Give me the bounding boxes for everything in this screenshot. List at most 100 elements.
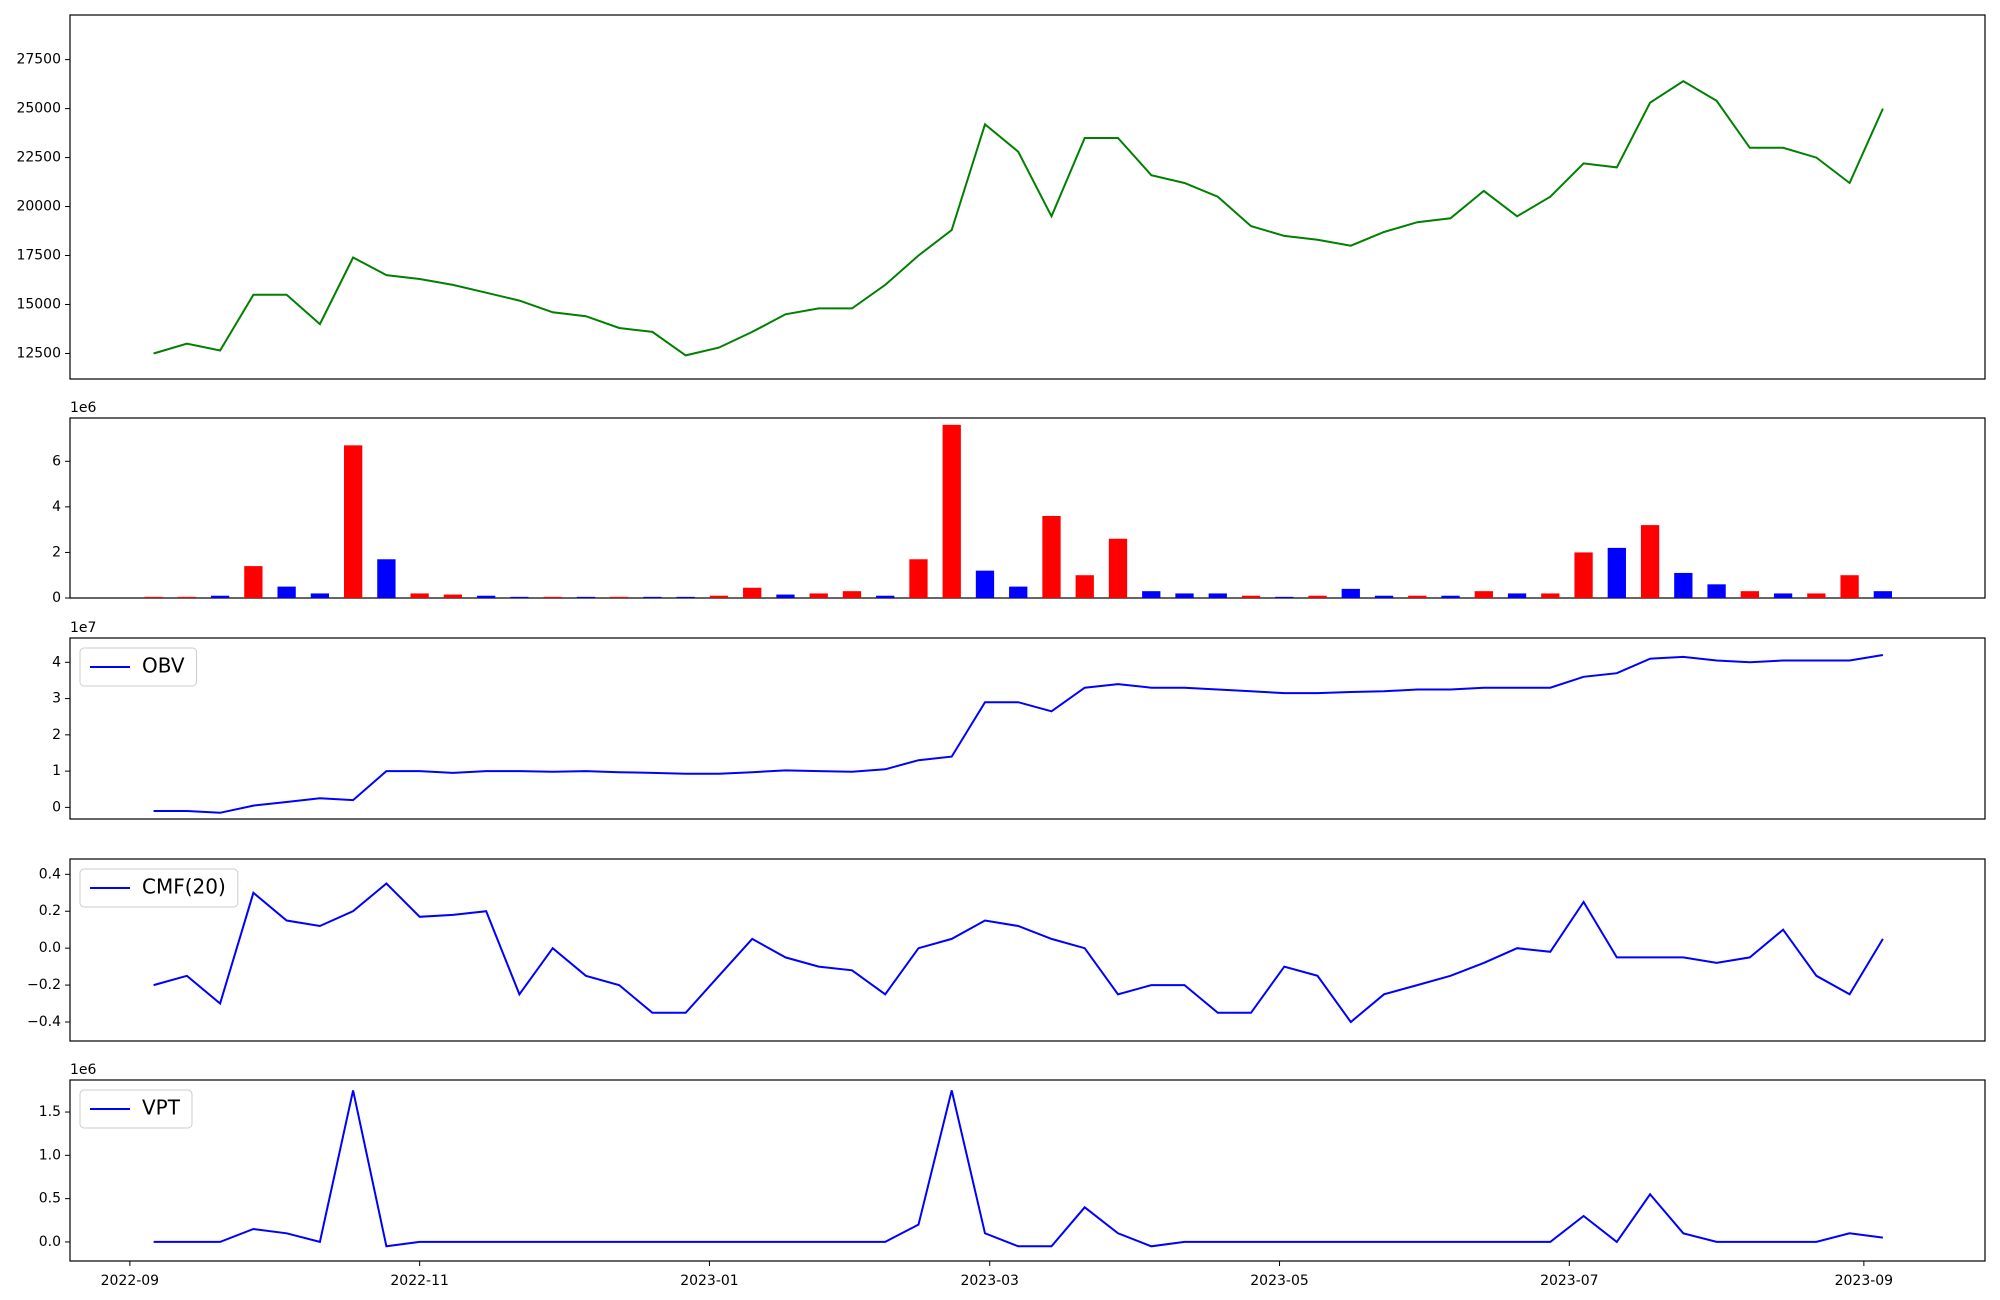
legend-label: VPT (142, 1096, 181, 1120)
plot-frame (69, 1079, 1986, 1262)
y-tick-label: −0.2 (27, 977, 61, 993)
y-tick-label: 25000 (16, 101, 61, 117)
y-tick-label: 4 (52, 654, 61, 670)
bar (942, 424, 961, 598)
legend-box (79, 868, 239, 908)
bar (776, 594, 795, 598)
offset-label: 1e6 (70, 400, 97, 416)
bar (709, 595, 729, 598)
bar (1640, 525, 1660, 598)
plot-frame (69, 637, 1986, 820)
legend-box (79, 647, 198, 687)
bar (1241, 595, 1261, 598)
bar (809, 593, 828, 598)
bar (1541, 593, 1560, 598)
plot-frame (69, 417, 1986, 599)
bar (975, 570, 995, 598)
bar (144, 596, 163, 598)
bar (1873, 591, 1893, 598)
bar (1075, 575, 1094, 598)
x-tick-label: 2023-01 (680, 1273, 739, 1289)
bar (210, 595, 230, 598)
bar (1507, 593, 1527, 598)
offset-label: 1e6 (70, 1062, 97, 1078)
y-tick-label: 1.0 (39, 1147, 61, 1163)
legend-label: OBV (142, 654, 185, 678)
bar (576, 596, 596, 598)
line (153, 654, 1884, 814)
line (153, 80, 1884, 357)
y-tick-label: 4 (52, 499, 61, 515)
line (153, 1090, 1884, 1248)
y-tick-label: 27500 (16, 52, 61, 68)
bar (1374, 595, 1394, 598)
bar (477, 595, 496, 598)
bar (1408, 595, 1427, 598)
bar (610, 596, 629, 598)
bar (842, 591, 862, 598)
bar (343, 445, 363, 598)
bar (1042, 515, 1061, 598)
plot-frame (69, 14, 1986, 380)
bar (177, 596, 197, 598)
y-tick-label: 6 (52, 453, 61, 469)
x-tick-label: 2023-03 (960, 1273, 1019, 1289)
y-tick-label: 0.4 (39, 866, 61, 882)
offset-label: 1e7 (70, 620, 96, 636)
bar (1341, 588, 1360, 598)
bar (1807, 593, 1826, 598)
bar (1108, 538, 1128, 598)
y-tick-label: 0 (52, 590, 61, 606)
bar (1142, 591, 1161, 598)
x-tick-label: 2022-09 (101, 1273, 160, 1289)
y-tick-label: 20000 (16, 199, 61, 215)
bar (909, 559, 928, 598)
bar (1740, 591, 1759, 598)
y-tick-label: 0.5 (39, 1191, 61, 1207)
x-tick-label: 2023-09 (1835, 1273, 1894, 1289)
y-tick-label: 2 (52, 544, 61, 560)
x-tick-label: 2023-07 (1540, 1273, 1599, 1289)
plot-frame (69, 858, 1986, 1042)
bar (1208, 593, 1227, 598)
y-tick-label: 2 (52, 727, 61, 743)
y-tick-label: 15000 (16, 296, 61, 312)
bar (1308, 595, 1327, 598)
bar (643, 596, 662, 598)
y-tick-label: 1 (52, 763, 61, 779)
bar (876, 595, 895, 598)
bar (1574, 552, 1593, 598)
bar (1009, 586, 1028, 598)
bar (1175, 593, 1194, 598)
y-tick-label: 0.0 (39, 1234, 61, 1250)
y-tick-label: 0.2 (39, 903, 61, 919)
y-tick-label: 22500 (16, 150, 61, 166)
bar (1773, 593, 1793, 598)
bar (277, 586, 296, 598)
bar (310, 593, 330, 598)
bar (1441, 595, 1460, 598)
y-tick-label: 0 (52, 799, 61, 815)
bar (377, 559, 396, 598)
bar (1275, 596, 1294, 598)
y-tick-label: 17500 (16, 248, 61, 264)
bar (1474, 591, 1493, 598)
y-tick-label: 0.0 (39, 940, 61, 956)
bar (1674, 572, 1693, 598)
bar (410, 593, 429, 598)
y-tick-label: −0.4 (27, 1014, 61, 1030)
bar (244, 566, 263, 598)
bar (1707, 584, 1726, 598)
x-tick-label: 2022-11 (390, 1273, 449, 1289)
y-tick-label: 12500 (16, 345, 61, 361)
bar (1607, 547, 1626, 598)
line (153, 882, 1884, 1024)
bar (743, 587, 762, 598)
bar (676, 596, 695, 598)
legend-box (79, 1089, 193, 1129)
bar (1840, 575, 1859, 598)
x-tick-label: 2023-05 (1250, 1273, 1309, 1289)
bar (543, 596, 562, 598)
y-tick-label: 3 (52, 691, 61, 707)
